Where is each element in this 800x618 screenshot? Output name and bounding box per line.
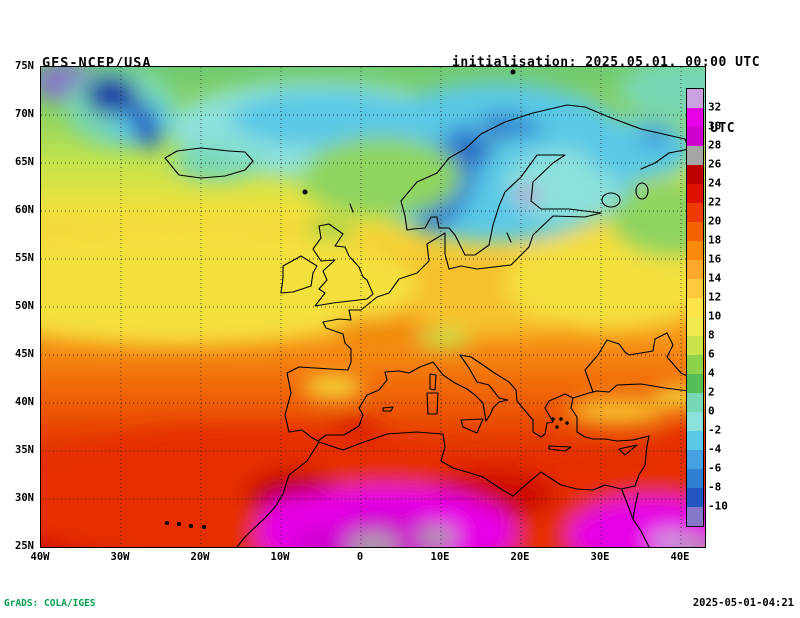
lon-label: 10E — [430, 551, 450, 563]
colorbar-tick-label: 30 — [708, 119, 722, 133]
temperature-anomaly-blobs — [41, 67, 705, 547]
lat-label: 40N — [15, 396, 34, 408]
lat-label: 55N — [15, 252, 34, 264]
colorbar-cell — [687, 355, 703, 374]
colorbar-tick-label: 26 — [708, 157, 722, 171]
colorbar-cell — [687, 222, 703, 241]
lat-label: 25N — [15, 540, 34, 552]
coastlines — [164, 69, 698, 547]
colorbar-cell — [687, 507, 703, 526]
colorbar-cell — [687, 127, 703, 146]
colorbar-cell — [687, 260, 703, 279]
colorbar-tick-label: 28 — [708, 138, 722, 152]
colorbar-cell — [687, 89, 703, 108]
colorbar-tick-label: 2 — [708, 385, 715, 399]
colorbar-cell — [687, 412, 703, 431]
lon-label: 30E — [590, 551, 610, 563]
lat-label: 60N — [15, 204, 34, 216]
creation-timestamp: 2025-05-01-04:21 — [692, 597, 794, 609]
colorbar-cell — [687, 298, 703, 317]
temperature-map — [41, 67, 705, 547]
grads-credit: GrADS: COLA/IGES — [4, 598, 96, 609]
colorbar-tick-label: 4 — [708, 366, 715, 380]
colorbar-cell — [687, 469, 703, 488]
colorbar-cell — [687, 146, 703, 165]
map-frame — [40, 66, 706, 548]
colorbar-tick-label: -6 — [708, 461, 722, 475]
colorbar-tick-label: 20 — [708, 214, 722, 228]
colorbar-cell — [687, 279, 703, 298]
lon-label: 40W — [30, 551, 50, 563]
colorbar-tick-label: 8 — [708, 328, 715, 342]
lat-label: 35N — [15, 444, 34, 456]
lon-label: 10W — [270, 551, 290, 563]
colorbar-cell — [687, 450, 703, 469]
colorbar-tick-label: -8 — [708, 480, 722, 494]
colorbar-tick-label: 32 — [708, 100, 722, 114]
colorbar-cell — [687, 241, 703, 260]
lon-label: 0 — [356, 551, 364, 563]
lat-label: 70N — [15, 108, 34, 120]
colorbar-cell — [687, 184, 703, 203]
lon-label: 40E — [670, 551, 690, 563]
lat-label: 50N — [15, 300, 34, 312]
colorbar-cell — [687, 203, 703, 222]
colorbar-cell — [687, 108, 703, 127]
colorbar-tick-label: 12 — [708, 290, 722, 304]
colorbar-tick-label: 10 — [708, 309, 722, 323]
colorbar-tick-label: -2 — [708, 423, 722, 437]
colorbar-tick-label: 6 — [708, 347, 715, 361]
colorbar-cell — [687, 374, 703, 393]
colorbar-cell — [687, 431, 703, 450]
lon-label: 20E — [510, 551, 530, 563]
colorbar-tick-label: 14 — [708, 271, 722, 285]
lat-label: 75N — [15, 60, 34, 72]
lon-label: 30W — [110, 551, 130, 563]
lat-label: 30N — [15, 492, 34, 504]
colorbar-tick-label: 0 — [708, 404, 715, 418]
colorbar — [686, 88, 704, 527]
colorbar-cell — [687, 488, 703, 507]
colorbar-tick-label: 24 — [708, 176, 722, 190]
colorbar-cell — [687, 165, 703, 184]
colorbar-cell — [687, 317, 703, 336]
colorbar-tick-label: 22 — [708, 195, 722, 209]
colorbar-tick-label: -10 — [708, 499, 728, 513]
lat-label: 45N — [15, 348, 34, 360]
colorbar-cell — [687, 336, 703, 355]
colorbar-tick-label: 18 — [708, 233, 722, 247]
graticule — [41, 67, 705, 547]
colorbar-tick-label: 16 — [708, 252, 722, 266]
lon-label: 20W — [190, 551, 210, 563]
colorbar-tick-label: -4 — [708, 442, 722, 456]
lat-label: 65N — [15, 156, 34, 168]
colorbar-cell — [687, 393, 703, 412]
